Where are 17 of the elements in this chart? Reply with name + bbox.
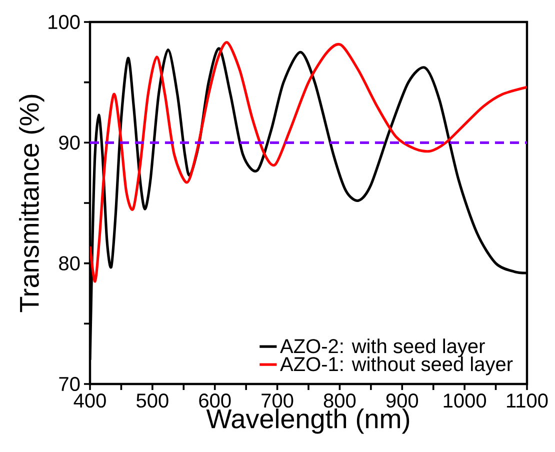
y-tick-label: 70 <box>59 376 80 392</box>
y-tick-label: 100 <box>48 14 80 30</box>
x-tick-label: 600 <box>199 394 231 408</box>
x-axis-title: Wavelength (nm) <box>206 408 410 434</box>
x-tick-label: 1000 <box>444 394 486 408</box>
x-tick-label: 700 <box>262 394 294 408</box>
legend-label: AZO-1: without seed layer <box>280 356 513 376</box>
x-tick-label: 800 <box>324 394 356 408</box>
y-tick-label: 90 <box>59 136 80 150</box>
x-tick-label: 500 <box>136 394 168 408</box>
y-axis-title: Transmittance (%) <box>19 94 44 312</box>
x-tick-label: 900 <box>386 394 418 408</box>
x-tick-label: 400 <box>74 394 106 408</box>
legend-label: AZO-2: with seed layer <box>280 338 485 358</box>
x-tick-label: 1100 <box>507 394 548 408</box>
y-tick-label: 80 <box>59 256 80 270</box>
line-series <box>90 41 527 283</box>
